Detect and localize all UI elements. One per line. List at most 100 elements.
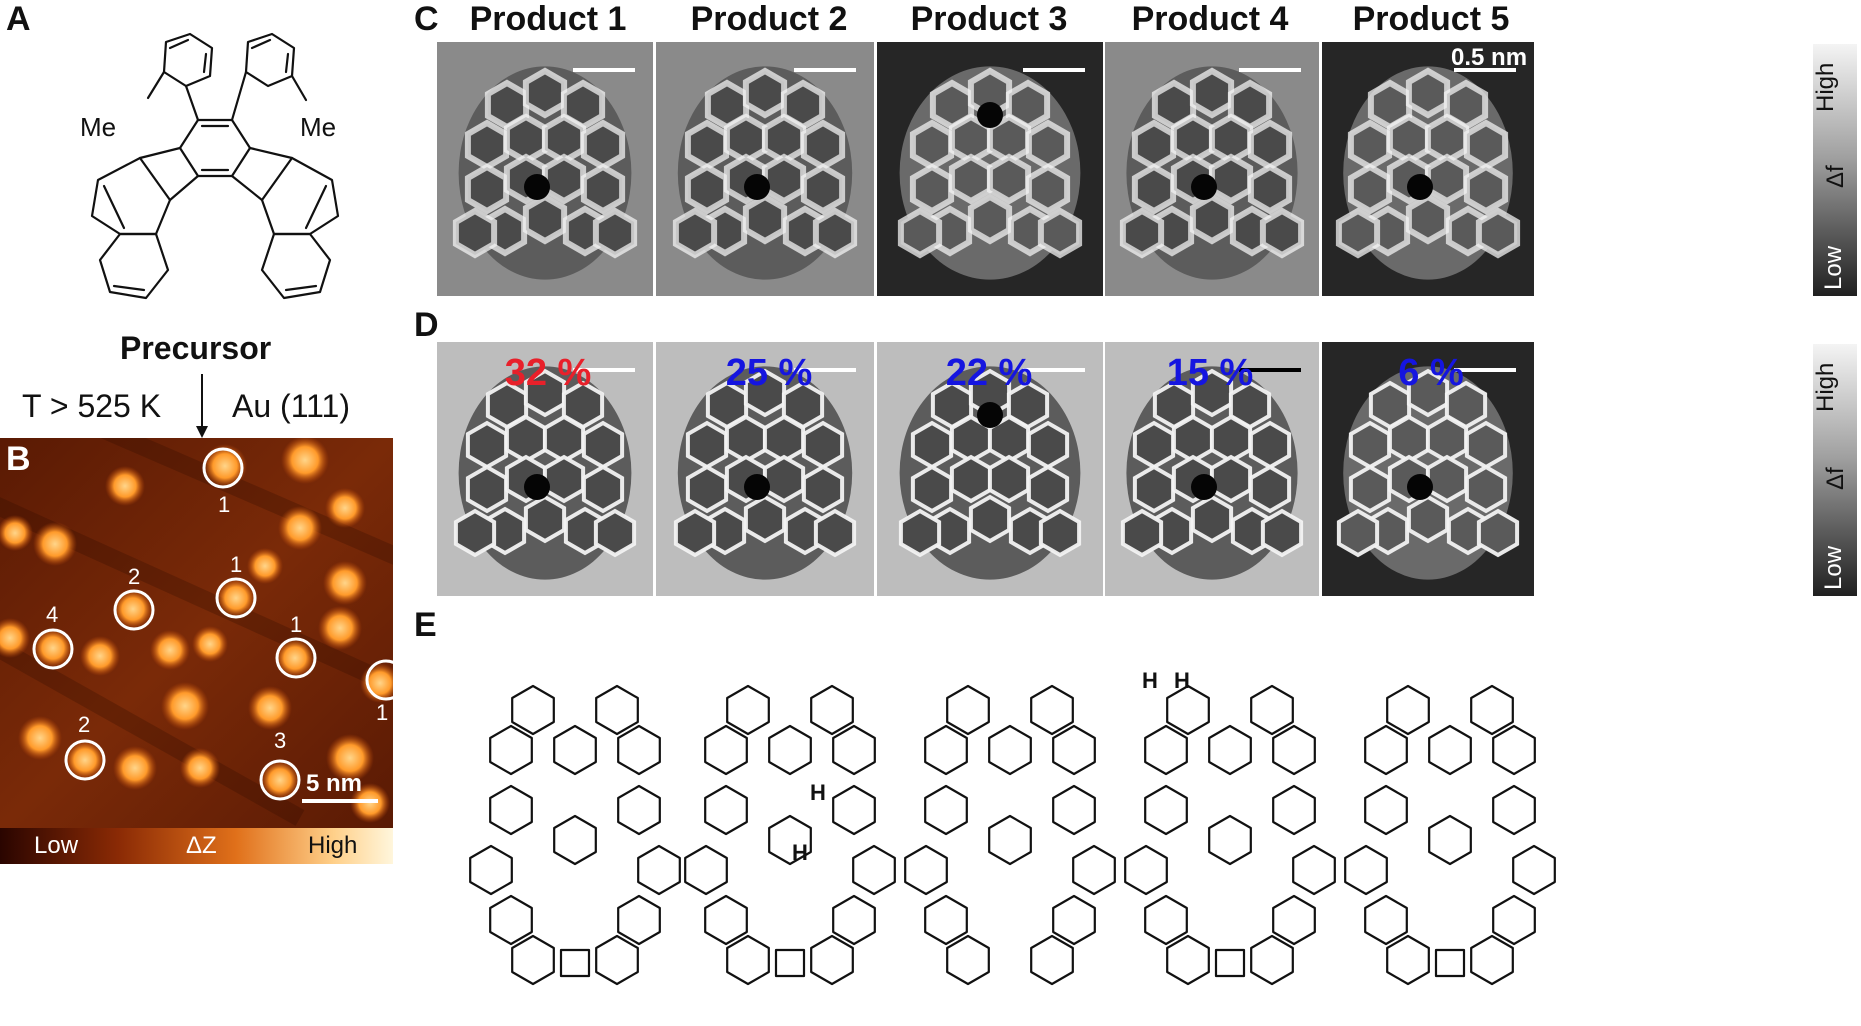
panel-label-b: B xyxy=(6,440,31,478)
structure-ring xyxy=(1052,894,1096,946)
afm-ring xyxy=(724,414,768,464)
structure-ring xyxy=(1144,784,1188,836)
afm-colorbar-mid: Δf xyxy=(1822,165,1849,188)
afm-ring xyxy=(1131,163,1177,215)
structure-ring xyxy=(768,724,812,776)
afm-ring xyxy=(1463,163,1509,215)
afm-ring xyxy=(684,119,730,171)
afm-ring xyxy=(580,119,626,171)
reaction-substrate: Au (111) xyxy=(232,388,350,424)
reaction-arrow xyxy=(196,374,208,438)
afm-ring xyxy=(909,163,955,215)
afm-image-c-1 xyxy=(437,42,653,296)
afm-ring xyxy=(1475,207,1521,259)
structure-ring xyxy=(1166,684,1210,736)
afm-ring xyxy=(897,207,943,259)
structure-ring xyxy=(617,784,661,836)
afm-ring xyxy=(672,207,718,259)
four-membered-ring xyxy=(1434,948,1466,978)
afm-ring xyxy=(1248,420,1292,470)
afm-ring xyxy=(1189,67,1235,119)
structure-ring xyxy=(924,784,968,836)
afm-ring xyxy=(542,454,586,504)
afm-ring xyxy=(948,153,994,205)
structure-ring xyxy=(617,724,661,776)
stm-circle-label: 1 xyxy=(230,552,243,577)
afm-ring xyxy=(522,67,568,119)
afm-ring xyxy=(541,153,587,205)
structure-ring xyxy=(1292,844,1336,896)
structure-ring xyxy=(810,684,854,736)
afm-ring xyxy=(813,508,857,558)
stm-circle xyxy=(215,577,257,619)
hydrogen-label: H xyxy=(1174,668,1190,693)
stm-circle-label: 1 xyxy=(218,492,231,517)
methyl-label-right: Me xyxy=(300,112,337,142)
structure-ring xyxy=(1364,784,1408,836)
structure-ring xyxy=(1030,934,1074,986)
structure-ring xyxy=(832,784,876,836)
afm-ring xyxy=(523,368,567,418)
structure-ring xyxy=(704,894,748,946)
structure-ring xyxy=(1344,844,1388,896)
afm-ring xyxy=(1026,420,1070,470)
structure-ring xyxy=(1208,724,1252,776)
structure-ring xyxy=(1250,684,1294,736)
afm-ring xyxy=(1464,420,1508,470)
afm-ring xyxy=(1208,153,1254,205)
stm-image xyxy=(0,438,393,828)
precursor-label: Precursor xyxy=(120,330,272,366)
precursor-ring xyxy=(90,156,172,236)
afm-ring xyxy=(801,420,845,470)
afm-ring xyxy=(465,464,509,514)
stm-circle-label: 3 xyxy=(274,728,287,753)
afm-ring xyxy=(453,508,497,558)
afm-image-c-3 xyxy=(877,42,1103,296)
afm-image-c-2 xyxy=(656,42,874,296)
afm-ring xyxy=(1405,193,1451,245)
afm-ring xyxy=(1336,508,1380,558)
afm-image-c-5 xyxy=(1322,42,1534,296)
afm-ring xyxy=(801,464,845,514)
afm-ring xyxy=(800,119,846,171)
four-membered-ring xyxy=(774,948,806,978)
structure-ring xyxy=(617,894,661,946)
structure-ring xyxy=(704,724,748,776)
panel-label-e: E xyxy=(414,606,437,644)
afm-ring xyxy=(1209,414,1253,464)
afm-ring xyxy=(1476,508,1520,558)
afm-ring xyxy=(1247,163,1293,215)
structure-ring xyxy=(810,934,854,986)
structure-ring xyxy=(684,844,728,896)
afm-ring xyxy=(968,494,1012,544)
afm-ring xyxy=(1348,464,1392,514)
stm-circle xyxy=(365,659,393,701)
product-yield: 22 % xyxy=(945,352,1033,394)
structure-ring xyxy=(768,814,812,866)
stm-circle xyxy=(259,759,301,801)
panel-label-a: A xyxy=(6,0,31,38)
product-title: Product 2 xyxy=(690,0,848,38)
afm-ring xyxy=(743,368,787,418)
afm-colorbar-c xyxy=(1813,44,1857,296)
structure-ring xyxy=(553,814,597,866)
four-membered-ring xyxy=(559,948,591,978)
afm-ring xyxy=(1347,119,1393,171)
precursor-ring xyxy=(260,156,340,236)
structure-ring xyxy=(489,784,533,836)
structure-ring xyxy=(489,724,533,776)
structure-ring xyxy=(988,814,1032,866)
stm-circle xyxy=(113,589,155,631)
product-yield: 25 % xyxy=(725,352,813,394)
panel-label-c: C xyxy=(414,0,439,38)
structure-ring xyxy=(1512,844,1556,896)
product-structure-4 xyxy=(1124,684,1336,986)
hydrogen-label: H xyxy=(810,780,826,805)
structure-ring xyxy=(469,844,513,896)
reaction-temperature: T > 525 K xyxy=(22,388,162,424)
structure-ring xyxy=(1072,844,1116,896)
afm-ring xyxy=(1209,454,1253,504)
afm-ring xyxy=(987,454,1031,504)
afm-ring xyxy=(1190,368,1234,418)
afm-ring xyxy=(910,464,954,514)
